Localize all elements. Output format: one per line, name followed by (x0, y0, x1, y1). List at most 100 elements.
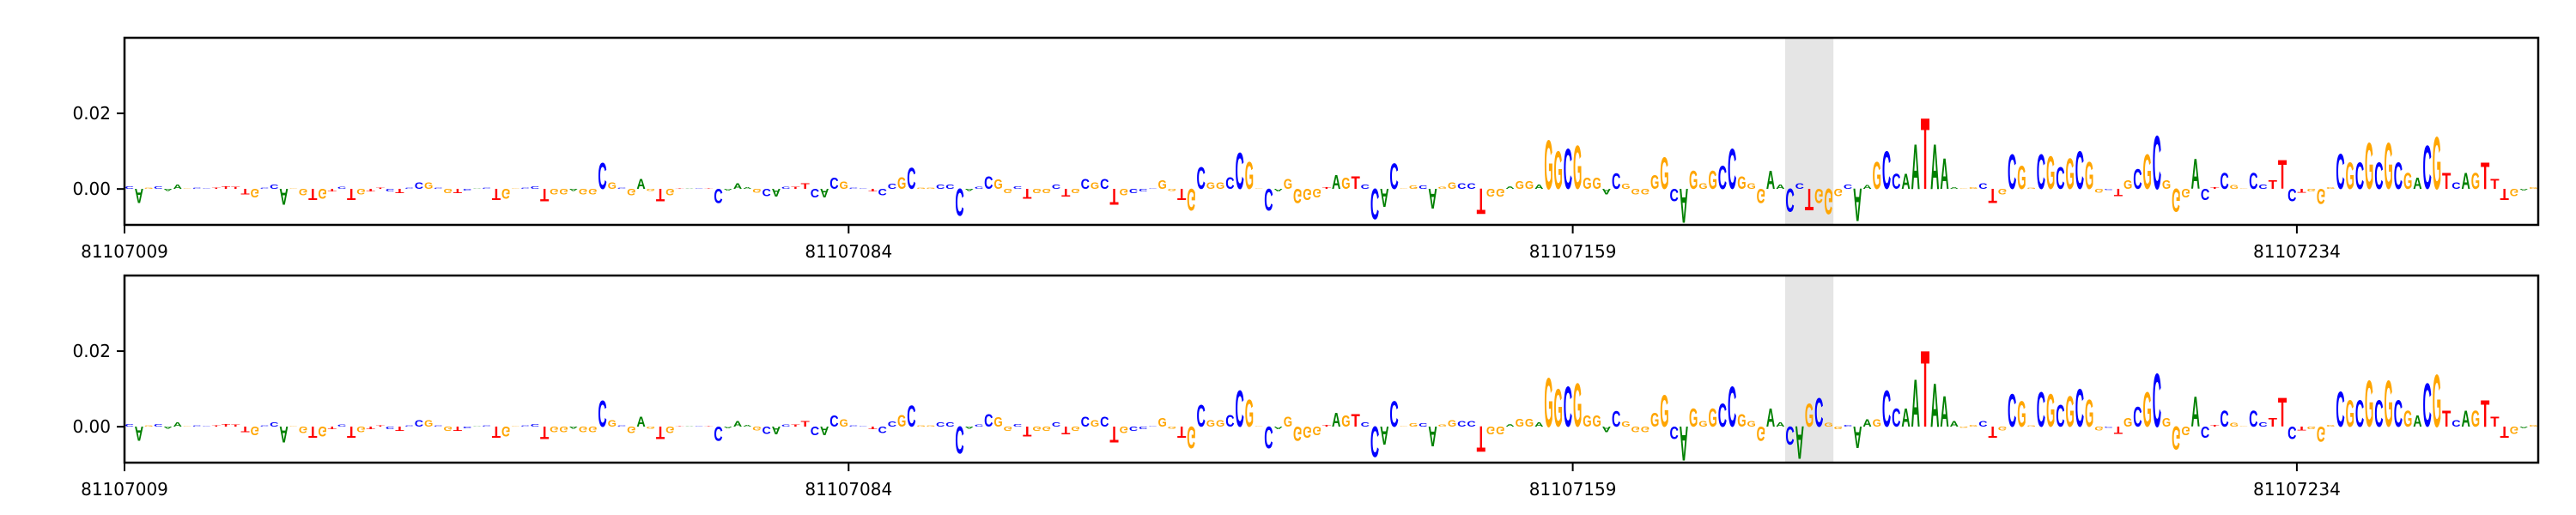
logo-letter-C: C (1197, 398, 1206, 433)
logo-letter-T: T (1322, 187, 1332, 190)
logo-letter-T: T (231, 424, 240, 427)
logo-letter-T: T (347, 423, 355, 441)
logo-letter-G: G (1448, 180, 1456, 191)
logo-letter-C: C (1100, 177, 1109, 192)
logo-letter-G: G (289, 188, 298, 189)
logo-letter-C: C (1457, 420, 1467, 428)
logo-letter-T: T (1061, 424, 1071, 437)
logo-letter-G: G (752, 188, 762, 193)
logo-letter-G: G (2403, 405, 2412, 432)
logo-letter-C: C (2258, 421, 2268, 428)
logo-letter-G: G (144, 426, 153, 427)
logo-letter-T: T (2490, 415, 2500, 431)
logo-letter-G: G (559, 425, 568, 433)
logo-letter-C: C (811, 185, 820, 200)
logo-letter-G: G (1525, 416, 1534, 429)
logo-letter-G: G (916, 426, 925, 427)
logo-letter-G: G (1216, 180, 1224, 191)
logo-letter-C: C (192, 188, 202, 190)
logo-letter-G: G (1071, 425, 1079, 432)
logo-letter-G: G (993, 178, 1002, 193)
logo-letter-C: C (2287, 185, 2296, 206)
logo-letter-G: G (2471, 167, 2480, 194)
logo-letter-A: A (2519, 426, 2529, 428)
logo-letter-G: G (1573, 372, 1582, 440)
logo-letter-A: A (1950, 420, 1959, 428)
logo-letter-G: G (647, 188, 655, 191)
axes-frame (123, 36, 2540, 227)
logo-letter-G: G (1998, 426, 2008, 431)
logo-letter-T: T (2442, 167, 2451, 194)
logo-letter-G: G (1834, 186, 1843, 197)
logo-letter-G: G (897, 173, 906, 192)
logo-letter-G: G (559, 187, 568, 196)
logo-letter-G: G (840, 179, 848, 191)
logo-letter-G: G (2510, 424, 2518, 435)
logo-letter-T: T (492, 423, 501, 441)
logo-letter-G: G (251, 423, 259, 438)
logo-letter-C: C (202, 426, 211, 427)
logo-letter-C: C (1052, 421, 1061, 428)
axes-frame (123, 274, 2540, 464)
logo-letter-G: G (1312, 185, 1321, 200)
logo-letter-A: A (1795, 416, 1804, 468)
logo-letter-T: T (212, 188, 222, 190)
logo-letter-G: G (424, 180, 433, 191)
logo-letter-G: G (1255, 426, 1263, 427)
logo-letter-G: G (1400, 188, 1408, 189)
logo-letter-G: G (1071, 187, 1079, 194)
logo-letter-G: G (424, 418, 433, 429)
logo-letter-C: C (888, 182, 897, 191)
logo-letter-A: A (1602, 187, 1612, 196)
logo-letter-G: G (1747, 420, 1755, 428)
logo-letter-T: T (240, 425, 250, 433)
logo-letter-G: G (2471, 405, 2480, 432)
logo-letter-T: T (791, 186, 800, 190)
logo-letter-C: C (936, 421, 945, 428)
logo-letter-G: G (2085, 393, 2093, 436)
logo-letter-A: A (772, 424, 781, 437)
logo-letter-G: G (318, 185, 326, 201)
logo-letter-A: A (685, 189, 695, 190)
logo-letter-C: C (2104, 427, 2113, 428)
logo-letter-G: G (501, 423, 510, 439)
logo-letter-G: G (1660, 387, 1668, 438)
logo-letter-C: C (1013, 423, 1022, 427)
logo-letter-C: C (714, 421, 722, 445)
logo-letter-G: G (2046, 385, 2055, 437)
logo-letter-C: C (762, 186, 772, 197)
logo-letter-C: C (2056, 161, 2064, 196)
highlight-region (1784, 276, 1834, 463)
logo-letter-C: C (202, 188, 211, 189)
logo-letter-G: G (356, 425, 365, 433)
logo-letter-C: C (1669, 185, 1678, 206)
logo-letter-G: G (1486, 424, 1495, 437)
logo-letter-C: C (405, 188, 415, 190)
logo-letter-T: T (1805, 182, 1814, 217)
logo-letter-A: A (279, 421, 288, 448)
logo-letter-C: C (1814, 390, 1823, 436)
logo-letter-G: G (1525, 179, 1534, 191)
logo-letter-T: T (791, 424, 800, 427)
logo-letter-G: G (927, 188, 935, 190)
logo-letter-G: G (1341, 175, 1350, 193)
logo-letter-T: T (2114, 424, 2123, 435)
logo-letter-C: C (1718, 160, 1727, 197)
logo-letter-G: G (1660, 149, 1668, 200)
logo-letter-G: G (1409, 185, 1418, 191)
x-tick-label: 81107234 (2253, 241, 2341, 262)
logo-letter-T: T (328, 426, 337, 430)
logo-letter-C: C (1612, 170, 1620, 194)
logo-letter-G: G (1698, 420, 1707, 428)
logo-letter-G: G (1698, 182, 1707, 191)
logo-letter-C: C (598, 393, 606, 434)
logo-letter-C: C (337, 424, 347, 427)
logo-letter-C: C (1361, 184, 1370, 191)
logo-letter-A: A (1332, 410, 1340, 432)
logo-letter-C: C (859, 188, 868, 189)
logo-letter-G: G (1998, 187, 2007, 196)
logo-letter-T: T (2210, 425, 2220, 427)
logo-letter-C: C (1361, 421, 1370, 428)
logo-letter-C: C (975, 424, 984, 427)
x-tick-label: 81107159 (1529, 479, 1617, 500)
